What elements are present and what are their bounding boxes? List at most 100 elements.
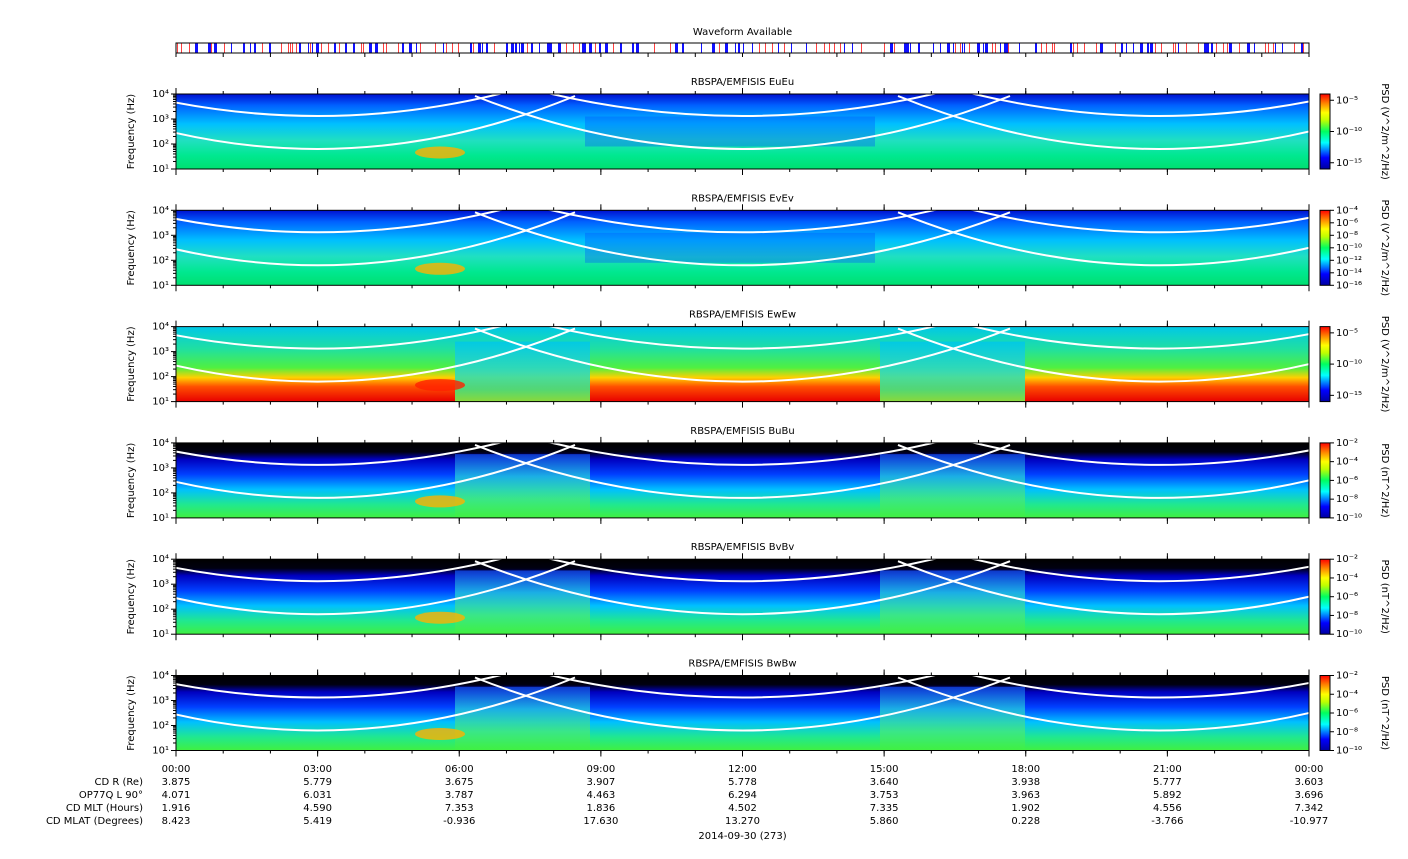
ephemeris-value: 5.779 (303, 777, 332, 788)
panel-title: RBSPA/EMFISIS BuBu (690, 426, 794, 437)
waveform-line (772, 43, 773, 53)
waveform-bar (208, 43, 211, 53)
y-tick-label: 10⁴ (152, 554, 169, 565)
waveform-bar (890, 43, 893, 53)
ephemeris-value: 1.916 (162, 803, 191, 814)
spectrogram-region (880, 341, 1025, 402)
waveform-line (1303, 43, 1304, 53)
waveform-bar (1133, 43, 1134, 53)
panel-title: RBSPA/EMFISIS BvBv (691, 542, 795, 553)
colorbar-tick-label: 10⁻⁵ (1336, 328, 1358, 339)
waveform-line (861, 43, 862, 53)
ephemeris-label: CD MLT (Hours) (66, 803, 143, 814)
waveform-line (435, 43, 436, 53)
ephemeris-value: -10.977 (1290, 816, 1329, 827)
x-tick-label: 21:00 (1153, 764, 1182, 775)
waveform-line (1216, 43, 1217, 53)
waveform-bar (547, 43, 550, 53)
waveform-line (1054, 43, 1055, 53)
colorbar (1319, 558, 1331, 635)
waveform-bar (470, 43, 472, 53)
spectrogram-feature (415, 495, 465, 508)
waveform-line (1227, 43, 1228, 53)
waveform-bar (375, 43, 378, 53)
waveform-line (1052, 43, 1053, 53)
waveform-bar (589, 43, 592, 53)
waveform-bar (416, 43, 417, 53)
waveform-line (1198, 43, 1199, 53)
cyclotron-curve (970, 675, 1309, 699)
waveform-line (884, 43, 885, 53)
waveform-line (1268, 43, 1269, 53)
waveform-bar (752, 43, 753, 53)
waveform-line (363, 43, 364, 53)
waveform-bar (620, 43, 622, 53)
spectrogram (176, 442, 1309, 518)
colorbar-tick-label: 10⁻⁴ (1336, 457, 1358, 468)
cyclotron-curve (547, 94, 938, 117)
y-tick-label: 10⁴ (152, 671, 169, 682)
waveform-line (840, 43, 841, 53)
spectrogram-feature (415, 146, 465, 159)
spectrogram-region (585, 232, 875, 263)
waveform-bar (1147, 43, 1149, 53)
ephemeris-value: 4.463 (587, 790, 616, 801)
ephemeris-value: 3.907 (587, 777, 616, 788)
waveform-bar (1100, 43, 1103, 53)
x-tick-label: 18:00 (1011, 764, 1040, 775)
waveform-bar (1207, 43, 1209, 53)
spectrogram-bg (176, 442, 1309, 518)
waveform-bar (964, 43, 965, 53)
ephemeris-value: 5.419 (303, 816, 332, 827)
ephemeris-value: 4.556 (1153, 803, 1182, 814)
waveform-bar (1275, 43, 1276, 53)
cyclotron-curve (176, 210, 504, 234)
waveform-bar (1247, 43, 1250, 53)
waveform-bar (985, 43, 988, 53)
y-tick-label: 10³ (152, 463, 169, 474)
ephemeris-value: 3.675 (445, 777, 474, 788)
waveform-bar (735, 43, 736, 53)
waveform-line (1265, 43, 1266, 53)
ephemeris-value: 5.778 (728, 777, 757, 788)
waveform-bar (806, 43, 807, 53)
colorbar-label: PSD (V^2/m^2/Hz) (1379, 316, 1390, 413)
cyclotron-curve (897, 327, 1309, 383)
ephemeris-value: 6.031 (303, 790, 332, 801)
waveform-bar (515, 43, 517, 53)
y-tick-label: 10¹ (152, 629, 169, 640)
waveform-bar (312, 43, 313, 53)
panel-title: RBSPA/EMFISIS BwBw (688, 659, 796, 670)
waveform-line (824, 43, 825, 53)
spectrogram (176, 326, 1309, 402)
waveform-bar (582, 43, 585, 53)
waveform-line (816, 43, 817, 53)
waveform-bar (519, 43, 520, 53)
cyclotron-curve (176, 442, 504, 466)
y-tick-label: 10³ (152, 579, 169, 590)
waveform-line (383, 43, 384, 53)
waveform-bar (844, 43, 845, 53)
colorbar-tick-label: 10⁻¹⁰ (1336, 513, 1362, 524)
colorbar-tick-label: 10⁻⁶ (1336, 592, 1358, 603)
ephemeris-value: 3.938 (1011, 777, 1040, 788)
waveform-bar (1126, 43, 1127, 53)
cyclotron-curve (176, 94, 504, 117)
waveform-line (1161, 43, 1162, 53)
waveform-line (995, 43, 996, 53)
waveform-line (1115, 43, 1116, 53)
waveform-line (224, 43, 225, 53)
waveform-bar (1070, 43, 1072, 53)
y-axis-label: Frequency (Hz) (126, 94, 137, 170)
colorbar-tick-label: 10⁻² (1336, 671, 1358, 682)
colorbar-tick-label: 10⁻⁸ (1336, 494, 1358, 505)
colorbar-tick-label: 10⁻⁸ (1336, 610, 1358, 621)
x-tick-label: 06:00 (445, 764, 474, 775)
ephemeris-value: 1.902 (1011, 803, 1040, 814)
ephemeris-value: -0.936 (443, 816, 475, 827)
waveform-bar (482, 43, 483, 53)
waveform-bar (1140, 43, 1143, 53)
waveform-line (759, 43, 760, 53)
waveform-bar (852, 43, 853, 53)
waveform-bar (1035, 43, 1037, 53)
